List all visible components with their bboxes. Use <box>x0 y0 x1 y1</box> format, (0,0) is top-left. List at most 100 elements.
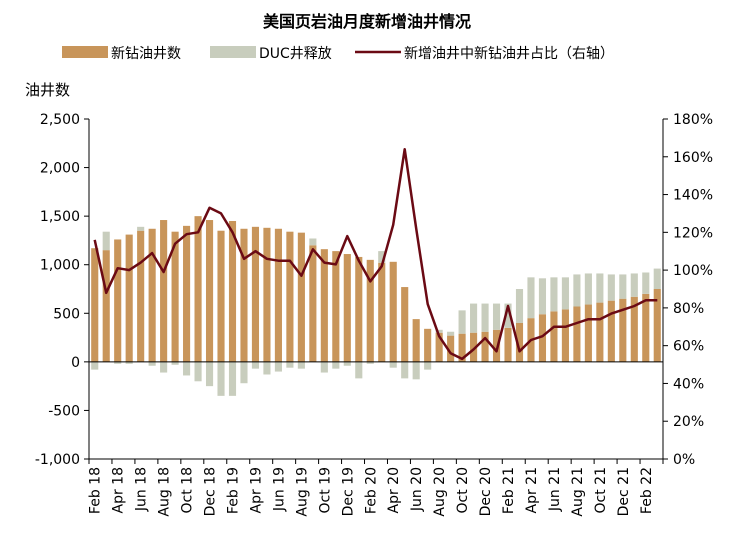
left-tick-label: -500 <box>48 403 80 419</box>
x-tick-label: Feb 21 <box>501 467 517 514</box>
x-tick-label: Oct 19 <box>317 467 333 513</box>
bar-duc-release <box>573 274 581 307</box>
right-tick-label: 0% <box>673 452 695 468</box>
bar-duc-release <box>160 361 168 373</box>
x-tick-label: Dec 20 <box>478 467 494 516</box>
left-axis-unit: 油井数 <box>25 81 70 99</box>
left-tick-label: 2,500 <box>40 112 80 128</box>
bar-duc-release <box>401 361 409 379</box>
bar-duc-release <box>309 238 317 246</box>
bar-duc-release <box>183 361 191 376</box>
line-ratio-series <box>93 147 658 361</box>
bar-duc-release <box>378 251 386 263</box>
right-tick-label: 80% <box>673 301 704 317</box>
bar-duc-release <box>217 361 225 396</box>
bar-duc-release <box>102 231 110 251</box>
bar-new-wells <box>550 311 558 362</box>
plot-area: -1,000 -500 0 500 1,000 1,500 2,000 2,500 0% 20% 4… <box>35 112 713 517</box>
bar-duc-release <box>251 361 260 369</box>
bar-new-wells <box>194 216 202 362</box>
bar-new-wells <box>447 335 455 362</box>
x-tick-label: Feb 18 <box>88 467 104 514</box>
bar-duc-release <box>286 361 294 368</box>
bar-new-wells <box>171 231 179 362</box>
right-tick-label: 60% <box>673 339 704 355</box>
bar-duc-release <box>435 329 443 333</box>
bar-duc-release <box>228 361 237 396</box>
bar-new-wells <box>343 254 351 362</box>
bar-duc-release <box>125 361 133 364</box>
bar-duc-release <box>527 277 535 319</box>
left-tick-label: 2,000 <box>40 161 80 177</box>
bar-new-wells <box>596 302 604 362</box>
bar-new-wells <box>470 332 478 362</box>
bar-duc-release <box>320 361 328 373</box>
bar-new-wells <box>160 220 168 362</box>
x-tick-label: Jun 19 <box>271 467 287 512</box>
x-tick-label: Dec 19 <box>340 467 356 516</box>
bar-duc-release <box>389 361 397 368</box>
bar-duc-release <box>458 310 466 334</box>
bar-new-wells <box>114 239 122 362</box>
bar-duc-release <box>607 274 615 301</box>
bar-new-wells <box>366 259 374 362</box>
bar-new-wells <box>355 256 363 362</box>
left-tick-label: -1,000 <box>35 452 80 468</box>
bar-duc-release <box>355 361 363 379</box>
bar-new-wells <box>458 333 466 362</box>
bar-duc-release <box>412 361 420 380</box>
bar-new-wells <box>584 304 592 362</box>
bar-new-wells <box>435 332 443 362</box>
bar-new-wells <box>412 319 420 362</box>
x-tick-label: Oct 21 <box>593 467 609 513</box>
x-tick-label: Aug 19 <box>294 467 310 517</box>
left-tick-label: 1,000 <box>40 258 80 274</box>
bar-duc-release <box>584 273 592 305</box>
right-tick-label: 100% <box>673 263 713 279</box>
bar-duc-release <box>470 303 478 333</box>
bar-duc-release <box>332 361 340 369</box>
bar-new-wells <box>332 251 340 362</box>
bar-new-wells <box>515 323 524 362</box>
legend-label-ratio: 新增油井中新钻油井占比（右轴） <box>404 46 614 62</box>
x-tick-label: Dec 18 <box>203 467 219 516</box>
x-tick-label: Aug 20 <box>432 467 448 517</box>
x-tick-label: Feb 22 <box>639 467 655 514</box>
bar-new-wells <box>309 245 317 362</box>
bar-duc-release <box>596 273 604 303</box>
bar-new-wells <box>251 226 260 362</box>
bar-duc-release <box>297 361 305 369</box>
bar-new-wells <box>607 300 615 362</box>
x-tick-label: Oct 20 <box>455 467 471 513</box>
bar-duc-release <box>447 331 455 336</box>
legend-label-new-wells: 新钻油井数 <box>111 46 181 62</box>
bar-new-wells <box>378 262 386 362</box>
bar-duc-release <box>619 274 627 299</box>
left-tick-label: 1,500 <box>40 209 80 225</box>
bar-new-wells <box>286 231 294 362</box>
bar-new-wells <box>91 248 99 362</box>
x-tick-label: Apr 18 <box>111 467 127 513</box>
bar-new-wells <box>297 232 305 362</box>
bar-duc-release <box>343 361 351 366</box>
bar-new-wells <box>263 227 271 362</box>
bar-duc-release <box>171 361 179 365</box>
bar-new-wells <box>125 234 133 362</box>
x-tick-label: Feb 20 <box>363 467 379 514</box>
x-tick-label: Jun 21 <box>547 467 563 512</box>
legend-swatch-duc-release <box>210 46 256 58</box>
bar-new-wells <box>137 230 145 362</box>
bar-new-wells <box>630 296 638 362</box>
bar-new-wells <box>183 225 191 362</box>
bar-duc-release <box>653 268 661 289</box>
bar-duc-release <box>642 272 650 294</box>
bar-duc-release <box>481 303 489 332</box>
bar-duc-release <box>205 361 214 387</box>
right-tick-label: 20% <box>673 414 704 430</box>
bar-new-wells <box>538 314 547 362</box>
bar-new-wells <box>561 309 569 362</box>
bar-new-wells <box>653 289 661 362</box>
x-tick-label: Jun 20 <box>409 467 425 512</box>
right-tick-label: 120% <box>673 225 713 241</box>
